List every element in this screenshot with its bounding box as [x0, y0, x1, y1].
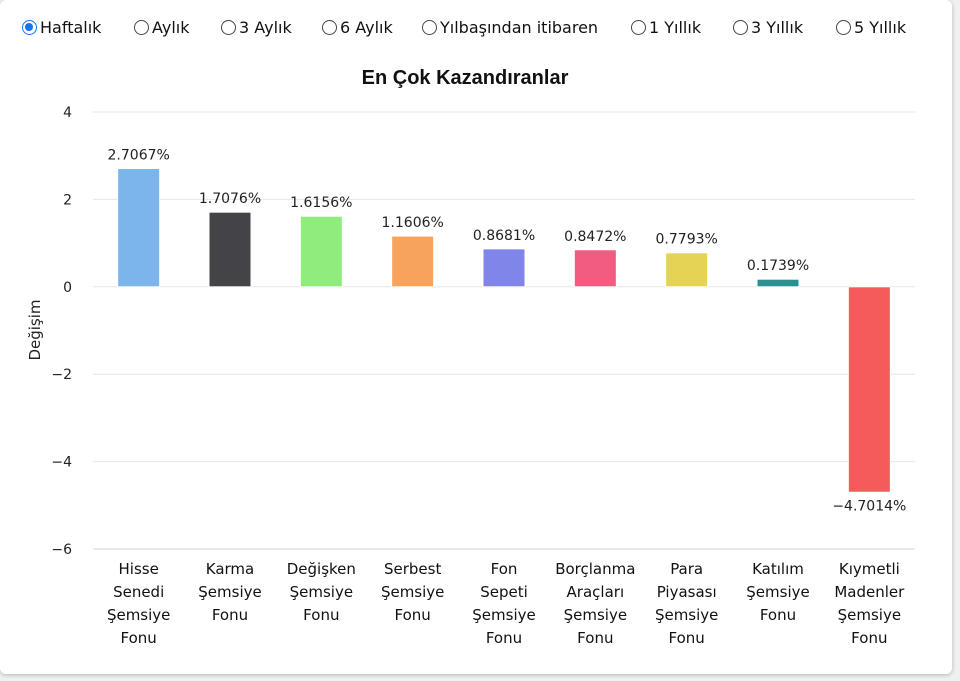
data-label: 1.7076% — [199, 191, 261, 207]
bar — [847, 286, 891, 493]
y-tick-label: −6 — [51, 542, 72, 558]
data-label: 1.1606% — [382, 215, 444, 231]
category-label: Katılım Şemsiye Fonu — [746, 560, 809, 624]
y-axis-ticks: 4 2 0 −2 −4 −6 — [51, 105, 72, 558]
data-label: 2.7067% — [108, 148, 170, 164]
radio-circle-icon[interactable] — [836, 19, 851, 35]
data-label: 0.8472% — [564, 229, 626, 245]
bar — [208, 211, 252, 288]
gridlines — [93, 111, 915, 550]
category-label: Borçlanma Araçları Şemsiye Fonu — [555, 560, 635, 647]
period-option-1-yillik[interactable]: 1 Yıllık — [631, 14, 701, 40]
y-tick-label: 2 — [63, 192, 72, 208]
period-option-label: 5 Yıllık — [854, 17, 907, 37]
data-label: −4.7014% — [832, 498, 906, 514]
period-option-label: 1 Yıllık — [649, 17, 702, 37]
y-tick-label: 0 — [63, 280, 72, 296]
y-tick-label: −2 — [51, 367, 72, 383]
category-label: Kıymetli Madenler Şemsiye Fonu — [834, 560, 905, 647]
bar — [573, 249, 617, 288]
y-axis-label: Değişim — [26, 299, 44, 360]
period-option-5-yillik[interactable]: 5 Yıllık — [836, 14, 906, 40]
y-tick-label: 4 — [63, 105, 72, 121]
radio-circle-icon[interactable] — [322, 19, 337, 35]
bars — [117, 168, 891, 493]
chart-title: En Çok Kazandıranlar — [362, 67, 569, 89]
category-label: Fon Sepeti Şemsiye Fonu — [472, 560, 535, 647]
radio-circle-icon[interactable] — [733, 19, 748, 35]
data-label: 0.1739% — [747, 258, 809, 274]
bar — [117, 168, 161, 288]
period-option-label: Aylık — [152, 17, 190, 37]
period-option-aylik[interactable]: Aylık — [134, 14, 189, 40]
bar — [665, 252, 709, 288]
data-label: 0.8681% — [473, 228, 535, 244]
period-selector: Haftalık Aylık 3 Aylık 6 Aylık Yılbaşınd… — [22, 14, 952, 40]
bar — [391, 235, 435, 288]
period-option-label: Yılbaşından itibaren — [440, 17, 599, 37]
radio-circle-icon[interactable] — [221, 19, 236, 35]
category-label: Hisse Senedi Şemsiye Fonu — [107, 560, 170, 647]
period-option-ytd[interactable]: Yılbaşından itibaren — [422, 14, 598, 40]
data-labels: 2.7067% 1.7076% 1.6156% 1.1606% 0.8681% 0.847… — [108, 148, 907, 515]
y-tick-label: −4 — [51, 455, 72, 471]
period-option-3-aylik[interactable]: 3 Aylık — [221, 14, 292, 40]
period-option-label: Haftalık — [40, 17, 102, 37]
period-option-label: 3 Yıllık — [751, 17, 804, 37]
bar — [299, 215, 343, 288]
period-option-label: 6 Aylık — [340, 17, 393, 37]
radio-circle-icon[interactable] — [422, 19, 437, 35]
radio-circle-icon[interactable] — [22, 19, 37, 35]
period-option-3-yillik[interactable]: 3 Yıllık — [733, 14, 803, 40]
period-option-label: 3 Aylık — [239, 17, 292, 37]
period-option-6-aylik[interactable]: 6 Aylık — [322, 14, 393, 40]
data-label: 0.7793% — [656, 232, 718, 248]
category-label: Serbest Şemsiye Fonu — [381, 560, 444, 624]
bar — [482, 248, 526, 288]
radio-circle-icon[interactable] — [134, 19, 149, 35]
category-label: Para Piyasası Şemsiye Fonu — [655, 560, 718, 647]
category-label: Değişken Şemsiye Fonu — [287, 560, 356, 624]
bar — [756, 278, 800, 288]
period-option-haftalik[interactable]: Haftalık — [22, 14, 101, 40]
x-axis-categories: Hisse Senedi Şemsiye Fonu Karma Şemsiye Fonu De… — [107, 560, 905, 647]
radio-circle-icon[interactable] — [631, 19, 646, 35]
data-label: 1.6156% — [290, 195, 352, 211]
category-label: Karma Şemsiye Fonu — [198, 560, 261, 624]
